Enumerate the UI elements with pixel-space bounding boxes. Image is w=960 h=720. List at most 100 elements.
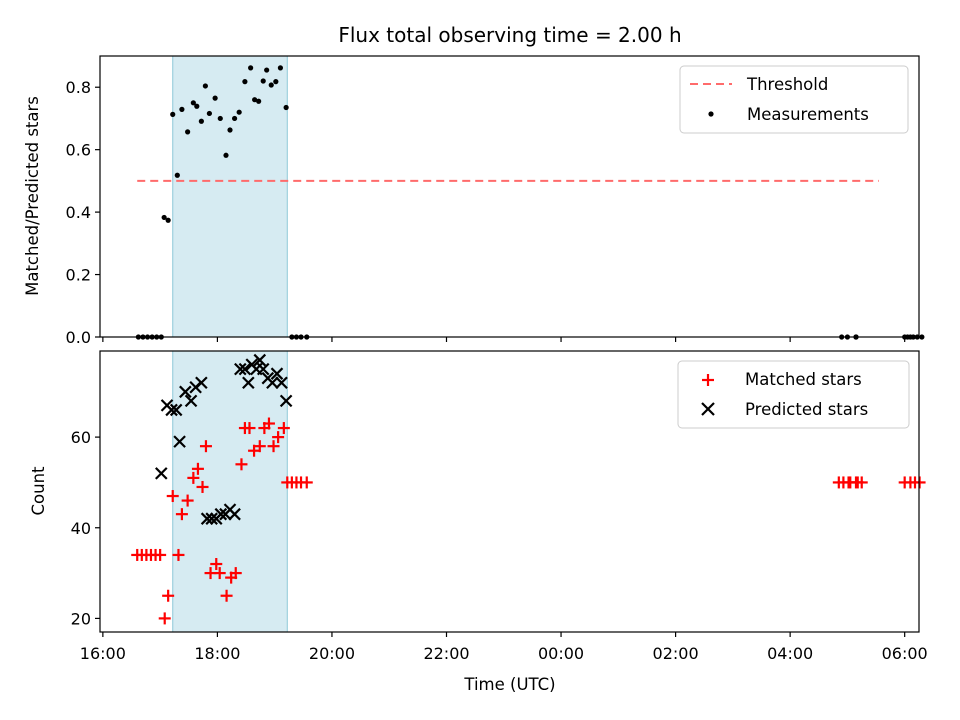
measurement-point <box>170 111 176 117</box>
y-tick-label: 0.8 <box>66 78 91 97</box>
x-tick-label: 00:00 <box>538 644 584 663</box>
measurement-point <box>248 65 254 71</box>
measurement-point <box>194 103 200 109</box>
bottom-y-axis-label: Count <box>29 466 48 516</box>
predicted-star-point <box>173 435 186 448</box>
bottom-panel: 20 40 60 16:00 18:00 20:00 22:00 00:00 02:00 04:… <box>29 350 928 694</box>
matched-star-point <box>199 440 212 453</box>
matched-star-point <box>262 417 275 430</box>
matched-star-point <box>158 612 171 625</box>
predicted-star-point <box>184 394 198 408</box>
legend-predicted-label: Predicted stars <box>745 400 868 419</box>
predicted-star-point <box>279 394 293 408</box>
matched-star-point <box>196 480 209 493</box>
matched-star-point <box>253 440 266 453</box>
predicted-star-point <box>270 367 284 380</box>
measurement-point <box>919 334 925 340</box>
matched-star-point <box>300 476 313 489</box>
top-panel: 0.00.20.40.60.8 Matched/Predicted stars … <box>23 55 925 347</box>
x-tick-label: 16:00 <box>80 644 126 663</box>
measurement-point <box>227 127 233 133</box>
measurement-point <box>190 100 196 106</box>
x-tick-label: 20:00 <box>309 644 355 663</box>
chart-title: Flux total observing time = 2.00 h <box>338 23 681 47</box>
predicted-star-point <box>266 376 279 390</box>
x-tick-label: 06:00 <box>882 644 928 663</box>
y-tick-label: 20 <box>71 609 91 628</box>
matched-star-point <box>243 422 256 435</box>
measurement-point <box>260 78 266 84</box>
legend-threshold-label: Threshold <box>746 75 828 94</box>
matched-star-point <box>229 567 242 580</box>
predicted-star-point <box>242 376 255 390</box>
predicted-star-point <box>200 512 214 525</box>
y-tick-label: 60 <box>71 428 91 447</box>
count-points <box>131 353 926 625</box>
top-y-axis-label: Matched/Predicted stars <box>23 96 42 296</box>
bottom-x-ticks: 16:00 18:00 20:00 22:00 00:00 02:00 04:00 06:00 <box>80 632 928 663</box>
measurement-point <box>185 129 191 135</box>
legend-matched-swatch <box>702 374 714 386</box>
top-axes-frame <box>99 55 920 338</box>
y-tick-label: 0.2 <box>66 266 91 285</box>
matched-star-point <box>267 440 280 453</box>
bottom-legend: Matched stars Predicted stars <box>677 360 910 429</box>
predicted-star-point <box>228 507 241 521</box>
measurement-point <box>202 83 208 89</box>
measurement-point <box>198 118 204 124</box>
predicted-star-point <box>238 362 252 376</box>
matched-star-point <box>272 431 285 444</box>
matched-star-point <box>191 462 204 475</box>
measurement-point <box>161 214 167 221</box>
bottom-shaded-span <box>172 350 288 633</box>
matched-star-point <box>181 494 194 507</box>
matched-star-point <box>235 458 248 471</box>
matched-star-point <box>187 471 200 484</box>
top-legend-box <box>679 65 909 134</box>
measurement-point <box>217 115 223 122</box>
predicted-star-point <box>253 353 267 367</box>
predicted-star-point <box>165 403 178 417</box>
measurement-point <box>223 152 229 158</box>
measurement-point <box>212 95 218 101</box>
measurement-point <box>264 67 270 73</box>
measurement-point <box>206 110 212 117</box>
predicted-star-point <box>234 362 247 376</box>
predicted-star-point <box>195 376 208 390</box>
bottom-axes-frame <box>99 350 920 633</box>
measurement-point <box>231 115 238 122</box>
measurement-point <box>252 97 258 103</box>
predicted-star-point <box>256 362 270 376</box>
predicted-star-point <box>155 467 168 480</box>
measurement-point <box>283 104 289 111</box>
x-tick-label: 04:00 <box>767 644 813 663</box>
measurement-point <box>165 217 171 223</box>
predicted-star-point <box>214 507 228 521</box>
legend-matched-label: Matched stars <box>745 370 862 389</box>
legend-measurements-label: Measurements <box>747 105 869 124</box>
measurement-point <box>273 79 279 85</box>
measurement-point <box>268 82 274 88</box>
measurement-point <box>242 79 248 85</box>
y-tick-label: 0.6 <box>66 141 91 160</box>
matched-star-point <box>175 508 188 521</box>
top-legend: Threshold Measurements <box>679 65 909 134</box>
legend-predicted-swatch <box>701 402 715 416</box>
matched-star-point <box>213 567 226 580</box>
x-tick-label: 02:00 <box>653 644 699 663</box>
matched-star-point <box>277 422 290 435</box>
predicted-star-point <box>275 376 288 390</box>
matched-star-point <box>855 476 868 489</box>
matched-star-point <box>162 589 175 602</box>
measurement-point <box>179 106 185 112</box>
measurement-point <box>236 109 242 115</box>
matched-star-point <box>166 490 179 503</box>
top-x-ticks <box>102 337 906 342</box>
measurement-point <box>174 172 180 178</box>
matched-star-point <box>220 589 233 602</box>
x-tick-label: 22:00 <box>423 644 469 663</box>
matched-star-point <box>154 548 167 561</box>
bottom-legend-box <box>677 360 910 429</box>
x-axis-label: Time (UTC) <box>463 675 555 694</box>
